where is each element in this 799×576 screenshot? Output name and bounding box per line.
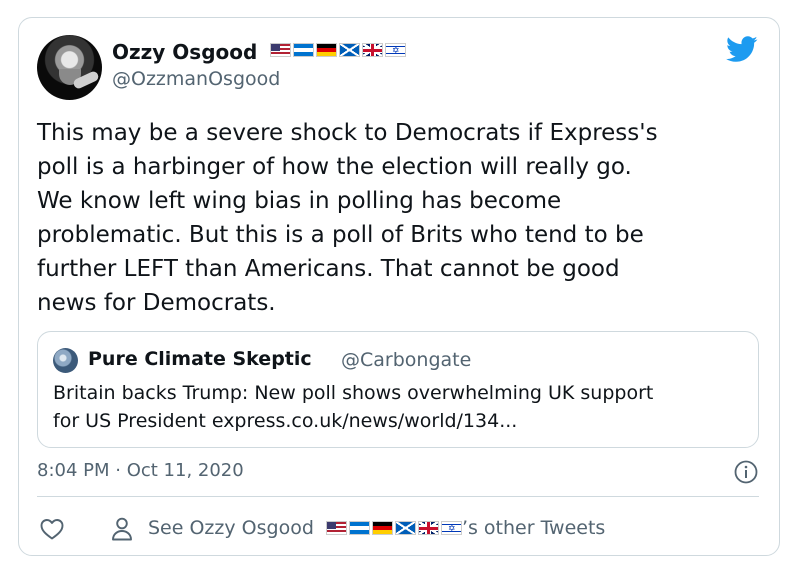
- quoted-author-username: @Carbongate: [341, 349, 472, 371]
- us-flag-icon: [325, 521, 347, 535]
- scotland-flag-icon: [339, 43, 360, 57]
- germany-flag-icon: [371, 521, 393, 535]
- footer-divider: [37, 496, 759, 497]
- tweet-card: [18, 17, 780, 556]
- info-icon[interactable]: [734, 460, 758, 484]
- uk-flag-icon: [362, 43, 383, 57]
- uk-flag-icon: [417, 521, 439, 535]
- author-avatar[interactable]: [37, 35, 102, 100]
- us-flag-icon: [270, 43, 291, 57]
- tweet-timestamp[interactable]: 8:04 PM · Oct 11, 2020: [37, 460, 244, 481]
- person-icon: [112, 517, 132, 541]
- israel-flag-icon: [440, 521, 462, 535]
- author-flags: [270, 43, 406, 57]
- germany-flag-icon: [316, 43, 337, 57]
- see-other-tweets-link[interactable]: See Ozzy Osgood ’s other Tweets: [148, 517, 605, 539]
- footer-flags: [325, 521, 462, 535]
- see-other-tweets-prefix: See Ozzy Osgood: [148, 517, 314, 539]
- quoted-tweet-text: Britain backs Trump: New poll shows over…: [53, 382, 654, 432]
- quoted-tweet[interactable]: Pure Climate Skeptic @Carbongate Britain…: [37, 331, 759, 448]
- author-username[interactable]: @OzzmanOsgood: [112, 68, 281, 90]
- israel-flag-icon: [385, 43, 406, 57]
- scotland-flag-icon: [394, 521, 416, 535]
- tweet-text: This may be a severe shock to Democrats …: [37, 120, 658, 316]
- honduras-flag-icon: [293, 43, 314, 57]
- heart-icon[interactable]: [40, 518, 64, 540]
- author-display-name[interactable]: Ozzy Osgood: [112, 40, 258, 64]
- see-other-tweets-suffix: ’s other Tweets: [461, 517, 606, 539]
- quoted-author-avatar: [53, 348, 78, 373]
- quoted-author-display-name: Pure Climate Skeptic: [88, 348, 312, 370]
- honduras-flag-icon: [348, 521, 370, 535]
- twitter-bird-icon[interactable]: [726, 36, 758, 63]
